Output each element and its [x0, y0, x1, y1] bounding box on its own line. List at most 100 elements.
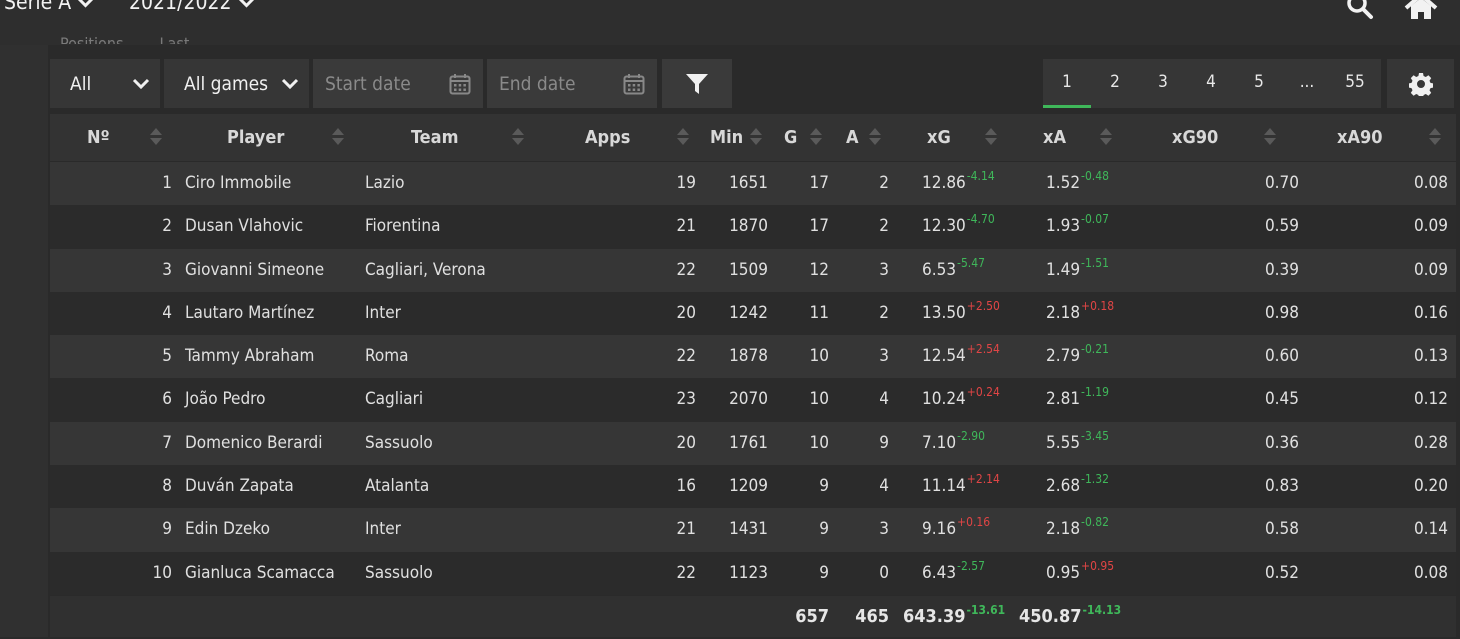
table-row[interactable]: 6 João Pedro Cagliari 23 2070 10 4 10.24…	[50, 378, 1456, 422]
xa-cell: 2.18-0.82	[1046, 508, 1109, 552]
row-number: 2	[162, 216, 172, 237]
col-xa[interactable]: xA	[1043, 127, 1066, 148]
top-bar: Serie A 2021/2022 Positions Last	[0, 0, 1460, 45]
games-select[interactable]: All games	[164, 59, 309, 108]
goals-value: 17	[809, 216, 829, 237]
team-name[interactable]: Roma	[365, 346, 409, 367]
season-dropdown[interactable]: 2021/2022	[129, 0, 255, 14]
page-1-button[interactable]: 1	[1043, 59, 1091, 108]
total-xg: 643.39	[903, 606, 966, 627]
page-4-button[interactable]: 4	[1206, 72, 1216, 92]
sort-icon[interactable]	[869, 128, 881, 148]
row-number: 9	[162, 519, 172, 540]
page-2-button[interactable]: 2	[1110, 72, 1120, 92]
team-name[interactable]: Cagliari, Verona	[365, 259, 486, 280]
scope-select[interactable]: All	[50, 59, 160, 108]
sort-icon[interactable]	[1264, 128, 1276, 148]
home-icon[interactable]	[1403, 0, 1439, 20]
player-name[interactable]: Gianluca Scamacca	[185, 562, 335, 583]
table-row[interactable]: 1 Ciro Immobile Lazio 19 1651 17 2 12.86…	[50, 162, 1456, 206]
page-last-button[interactable]: 55	[1345, 72, 1365, 92]
xg-cell: 6.43-2.57	[922, 552, 985, 596]
sort-icon[interactable]	[512, 128, 524, 148]
tab-last[interactable]: Last	[159, 34, 190, 44]
minutes-value: 2070	[729, 389, 768, 410]
assists-value: 2	[879, 173, 889, 193]
team-name[interactable]: Fiorentina	[365, 216, 441, 237]
sort-icon[interactable]	[1100, 128, 1112, 148]
xg90-value: 0.39	[1264, 259, 1299, 280]
player-name[interactable]: Edin Dzeko	[185, 519, 270, 540]
sort-icon[interactable]	[332, 128, 344, 148]
table-row[interactable]: 8 Duván Zapata Atalanta 16 1209 9 4 11.1…	[50, 465, 1456, 509]
table-row[interactable]: 10 Gianluca Scamacca Sassuolo 22 1123 9 …	[50, 551, 1456, 596]
col-apps[interactable]: Apps	[585, 127, 631, 148]
player-name[interactable]: João Pedro	[185, 389, 266, 410]
xg90-value: 0.36	[1264, 432, 1299, 453]
sort-icon[interactable]	[810, 128, 822, 148]
table-row[interactable]: 9 Edin Dzeko Inter 21 1431 9 3 9.16+0.16…	[50, 508, 1456, 552]
table-row[interactable]: 7 Domenico Berardi Sassuolo 20 1761 10 9…	[50, 421, 1456, 466]
team-name[interactable]: Sassuolo	[365, 562, 433, 583]
assists-value: 3	[879, 346, 889, 367]
search-icon[interactable]	[1346, 0, 1374, 20]
league-dropdown[interactable]: Serie A	[4, 0, 94, 14]
calendar-icon[interactable]	[449, 73, 471, 95]
team-name[interactable]: Sassuolo	[365, 432, 433, 453]
sort-icon[interactable]	[750, 128, 762, 148]
team-name[interactable]: Cagliari	[365, 389, 424, 410]
col-min[interactable]: Min	[710, 127, 744, 148]
filter-button[interactable]	[662, 59, 732, 108]
sort-icon[interactable]	[677, 128, 689, 148]
col-goals[interactable]: G	[784, 127, 798, 148]
table-row[interactable]: 2 Dusan Vlahovic Fiorentina 21 1870 17 2…	[50, 205, 1456, 249]
start-date-field[interactable]: Start date	[313, 59, 483, 108]
team-name[interactable]: Inter	[365, 302, 401, 323]
chevron-down-icon	[238, 0, 254, 8]
player-name[interactable]: Lautaro Martínez	[185, 302, 315, 323]
xa-delta: +0.18	[1081, 298, 1115, 313]
chevron-down-icon	[78, 0, 93, 8]
team-name[interactable]: Atalanta	[365, 476, 430, 497]
table-row[interactable]: 3 Giovanni Simeone Cagliari, Verona 22 1…	[50, 248, 1456, 293]
page-3-button[interactable]: 3	[1158, 72, 1168, 92]
sort-icon[interactable]	[985, 128, 997, 148]
col-number[interactable]: Nº	[87, 127, 110, 148]
xg-cell: 10.24+0.24	[922, 378, 1000, 422]
col-player[interactable]: Player	[227, 127, 285, 148]
col-team[interactable]: Team	[411, 127, 459, 148]
sort-icon[interactable]	[150, 128, 162, 148]
end-date-field[interactable]: End date	[487, 59, 657, 108]
col-xa90[interactable]: xA90	[1337, 127, 1383, 148]
xg-cell: 6.53-5.47	[922, 249, 985, 293]
team-name[interactable]: Lazio	[365, 173, 405, 193]
tab-positions[interactable]: Positions	[60, 34, 124, 44]
assists-value: 9	[879, 432, 889, 453]
games-select-value: All games	[184, 72, 269, 95]
xg90-value: 0.98	[1264, 302, 1299, 323]
row-number: 1	[162, 173, 172, 193]
calendar-icon[interactable]	[623, 73, 645, 95]
col-xg[interactable]: xG	[927, 127, 951, 148]
player-name[interactable]: Ciro Immobile	[185, 173, 292, 193]
team-name[interactable]: Inter	[365, 519, 401, 540]
xa-cell: 2.18+0.18	[1046, 292, 1114, 336]
sort-icon[interactable]	[1429, 128, 1441, 148]
player-name[interactable]: Domenico Berardi	[185, 432, 323, 453]
minutes-value: 1242	[729, 302, 768, 323]
settings-button[interactable]	[1387, 59, 1454, 108]
table-row[interactable]: 4 Lautaro Martínez Inter 20 1242 11 2 13…	[50, 291, 1456, 336]
minutes-value: 1761	[729, 432, 768, 453]
page-5-button[interactable]: 5	[1254, 72, 1264, 92]
apps-value: 22	[676, 562, 696, 583]
player-name[interactable]: Giovanni Simeone	[185, 259, 325, 280]
col-xg90[interactable]: xG90	[1172, 127, 1219, 148]
xa-value: 2.79	[1046, 346, 1081, 367]
row-number: 3	[162, 259, 172, 280]
player-name[interactable]: Duván Zapata	[185, 476, 294, 497]
table-body: 1 Ciro Immobile Lazio 19 1651 17 2 12.86…	[50, 162, 1456, 595]
col-assists[interactable]: A	[846, 127, 859, 148]
player-name[interactable]: Tammy Abraham	[185, 346, 315, 367]
table-row[interactable]: 5 Tammy Abraham Roma 22 1878 10 3 12.54+…	[50, 335, 1456, 379]
player-name[interactable]: Dusan Vlahovic	[185, 216, 304, 237]
